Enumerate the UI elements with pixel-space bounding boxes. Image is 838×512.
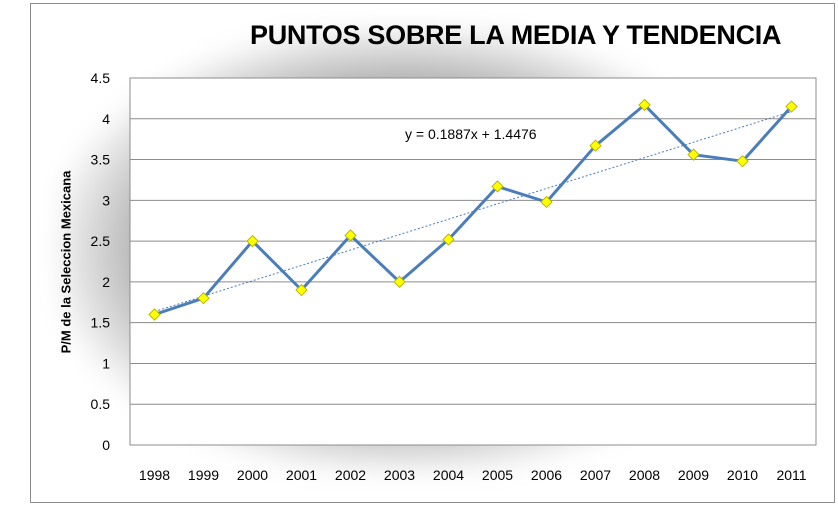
x-tick-label: 2007 <box>580 467 611 483</box>
x-tick-label: 2010 <box>727 467 758 483</box>
data-point-marker <box>148 308 161 321</box>
y-tick-label: 3.5 <box>91 152 111 168</box>
data-point-marker <box>736 154 749 168</box>
x-tick-label: 2002 <box>335 467 366 483</box>
data-point-marker <box>589 139 602 152</box>
data-point-marker <box>344 229 357 242</box>
data-point-marker <box>197 291 210 305</box>
chart-title: PUNTOS SOBRE LA MEDIA Y TENDENCIA <box>250 20 782 50</box>
x-tick-label: 2004 <box>433 467 464 483</box>
y-tick-label: 2 <box>102 274 110 290</box>
data-point-marker <box>785 100 798 113</box>
series-line <box>154 103 793 316</box>
data-point-marker <box>540 195 553 209</box>
data-point-marker <box>246 234 259 248</box>
x-tick-label: 1998 <box>139 467 170 483</box>
data-point-marker <box>687 148 700 161</box>
x-tick-label: 2003 <box>384 467 415 483</box>
y-tick-label: 1.5 <box>91 315 111 331</box>
x-tick-label: 2011 <box>776 467 806 483</box>
x-tick-label: 1999 <box>188 467 219 483</box>
data-point-marker <box>442 233 455 246</box>
y-tick-label: 0 <box>102 437 110 453</box>
y-tick-label: 3 <box>102 192 110 208</box>
data-point-marker <box>491 180 504 193</box>
y-tick-label: 4 <box>102 111 110 127</box>
y-tick-label: 1 <box>102 355 110 371</box>
trendline-equation: y = 0.1887x + 1.4476 <box>405 126 537 142</box>
data-point-marker <box>638 98 651 112</box>
plot-area <box>129 77 817 446</box>
x-tick-label: 2008 <box>629 467 660 483</box>
x-tick-label: 2005 <box>482 467 513 483</box>
x-tick-label: 2009 <box>678 467 709 483</box>
x-tick-label: 2006 <box>531 467 562 483</box>
y-tick-label: 4.5 <box>91 70 111 86</box>
y-tick-label: 2.5 <box>91 233 111 249</box>
x-tick-label: 2001 <box>286 467 317 483</box>
data-point-marker <box>295 283 308 297</box>
y-tick-label: 0.5 <box>91 396 111 412</box>
x-tick-label: 2000 <box>237 467 268 483</box>
data-point-marker <box>393 275 406 289</box>
